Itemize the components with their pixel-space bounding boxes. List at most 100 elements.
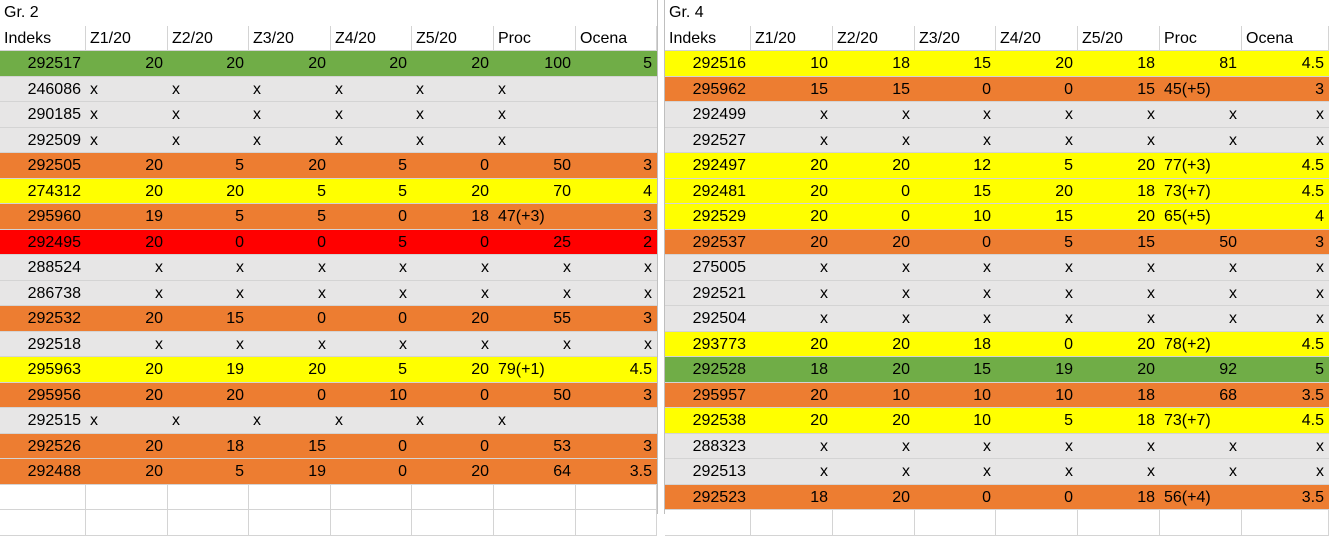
cell-z2[interactable]: 20: [226, 182, 244, 200]
cell-z4[interactable]: 0: [398, 437, 407, 455]
cell-z2[interactable]: 0: [901, 208, 910, 225]
cell-z2[interactable]: 0: [901, 182, 910, 200]
cell-z1[interactable]: 20: [145, 437, 163, 455]
cell-z1[interactable]: 20: [810, 335, 828, 353]
cell-z3[interactable]: 20: [308, 361, 326, 378]
cell-z5[interactable]: 20: [471, 361, 489, 378]
cell-z2[interactable]: 10: [892, 386, 910, 404]
cell-indeks[interactable]: 293773: [692, 335, 746, 353]
cell-z5[interactable]: 18: [1137, 488, 1155, 506]
cell-z4[interactable]: 5: [1064, 233, 1073, 251]
cell-z5[interactable]: 18: [1137, 182, 1155, 200]
table-row[interactable]: 292532 20 15 0 0 20 55 3: [0, 306, 657, 332]
cell-z5[interactable]: x: [481, 259, 489, 276]
cell-proc[interactable]: 79(+1): [498, 361, 545, 378]
cell-proc[interactable]: x: [563, 259, 571, 276]
cell-ocena[interactable]: x: [1316, 463, 1324, 480]
cell-z2[interactable]: 20: [892, 233, 910, 251]
cell-proc[interactable]: 25: [553, 233, 571, 251]
table-row[interactable]: 292505 20 5 20 5 0 50 3: [0, 153, 657, 179]
cell-indeks[interactable]: 275005: [692, 259, 746, 276]
cell-z2[interactable]: 15: [892, 80, 910, 98]
cell-z3[interactable]: x: [253, 106, 261, 123]
cell-z3[interactable]: x: [318, 284, 326, 302]
cell-indeks[interactable]: 288524: [27, 259, 81, 276]
cell-indeks[interactable]: 292537: [692, 233, 746, 251]
header-z4[interactable]: Z4/20: [331, 25, 412, 50]
cell-indeks[interactable]: 292518: [27, 335, 81, 353]
cell-z2[interactable]: 20: [892, 335, 910, 353]
table-row[interactable]: 295956 20 20 0 10 0 50 3: [0, 382, 657, 408]
table-row[interactable]: 292528 18 20 15 19 20 92 5: [665, 357, 1329, 383]
cell-z5[interactable]: x: [416, 106, 424, 123]
cell-z2[interactable]: x: [172, 80, 180, 98]
cell-z5[interactable]: 0: [480, 437, 489, 455]
empty-cell[interactable]: [249, 484, 331, 509]
cell-z5[interactable]: x: [1147, 310, 1155, 327]
table-row[interactable]: 246086 x x x x x x: [0, 76, 657, 102]
cell-z4[interactable]: 19: [1055, 361, 1073, 378]
cell-z3[interactable]: 15: [973, 55, 991, 72]
cell-z4[interactable]: 5: [398, 233, 407, 251]
cell-indeks[interactable]: 292528: [692, 361, 746, 378]
cell-z5[interactable]: x: [416, 412, 424, 429]
cell-z2[interactable]: 20: [892, 361, 910, 378]
cell-z1[interactable]: 20: [145, 55, 163, 72]
header-z3[interactable]: Z3/20: [915, 25, 996, 50]
cell-z1[interactable]: x: [155, 259, 163, 276]
cell-z3[interactable]: x: [253, 131, 261, 149]
cell-proc[interactable]: x: [1229, 463, 1237, 480]
empty-cell[interactable]: [86, 484, 168, 509]
cell-proc[interactable]: x: [1229, 284, 1237, 302]
cell-proc[interactable]: 100: [544, 55, 571, 72]
cell-proc[interactable]: x: [1229, 106, 1237, 123]
cell-z3[interactable]: 15: [308, 437, 326, 455]
table-row[interactable]: 286738 x x x x x x x: [0, 280, 657, 306]
cell-z4[interactable]: 5: [398, 182, 407, 200]
table-row[interactable]: 292529 20 0 10 15 20 65(+5) 4: [665, 204, 1329, 230]
cell-z5[interactable]: x: [416, 131, 424, 149]
cell-z4[interactable]: 5: [398, 361, 407, 378]
cell-z2[interactable]: x: [236, 259, 244, 276]
cell-z3[interactable]: 5: [317, 182, 326, 200]
cell-z3[interactable]: 0: [982, 233, 991, 251]
cell-z1[interactable]: x: [90, 80, 98, 98]
cell-ocena[interactable]: x: [1316, 259, 1324, 276]
cell-z1[interactable]: 20: [145, 233, 163, 251]
cell-proc[interactable]: 55: [553, 310, 571, 327]
cell-z2[interactable]: x: [236, 284, 244, 302]
cell-ocena[interactable]: x: [644, 284, 652, 302]
cell-z2[interactable]: x: [172, 131, 180, 149]
cell-ocena[interactable]: x: [1316, 284, 1324, 302]
cell-z2[interactable]: x: [902, 284, 910, 302]
cell-z3[interactable]: 10: [973, 208, 991, 225]
cell-z1[interactable]: x: [820, 310, 828, 327]
cell-z5[interactable]: 15: [1137, 80, 1155, 98]
header-ocena[interactable]: Ocena: [1242, 25, 1329, 50]
cell-ocena[interactable]: x: [1316, 106, 1324, 123]
cell-z2[interactable]: x: [902, 106, 910, 123]
cell-z1[interactable]: x: [90, 106, 98, 123]
cell-z1[interactable]: x: [820, 463, 828, 480]
cell-z5[interactable]: x: [1147, 284, 1155, 302]
cell-ocena[interactable]: 4.5: [1301, 412, 1324, 429]
cell-z1[interactable]: 10: [810, 55, 828, 72]
cell-z5[interactable]: x: [481, 335, 489, 353]
cell-proc[interactable]: x: [1229, 310, 1237, 327]
cell-z2[interactable]: x: [902, 437, 910, 455]
cell-proc[interactable]: 81: [1219, 55, 1237, 72]
cell-z5[interactable]: 20: [471, 55, 489, 72]
cell-z4[interactable]: x: [335, 106, 343, 123]
table-row[interactable]: 295963 20 19 20 5 20 79(+1) 4.5: [0, 357, 657, 383]
cell-indeks[interactable]: 295956: [27, 386, 81, 404]
cell-ocena[interactable]: x: [644, 335, 652, 353]
table-row[interactable]: 292481 20 0 15 20 18 73(+7) 4.5: [665, 178, 1329, 204]
cell-indeks[interactable]: 292497: [692, 157, 746, 174]
cell-z3[interactable]: x: [318, 259, 326, 276]
cell-proc[interactable]: x: [498, 106, 506, 123]
header-z2[interactable]: Z2/20: [168, 25, 249, 50]
cell-z1[interactable]: x: [820, 131, 828, 149]
cell-z2[interactable]: 15: [226, 310, 244, 327]
cell-proc[interactable]: 65(+5): [1164, 208, 1211, 225]
cell-z1[interactable]: x: [820, 437, 828, 455]
